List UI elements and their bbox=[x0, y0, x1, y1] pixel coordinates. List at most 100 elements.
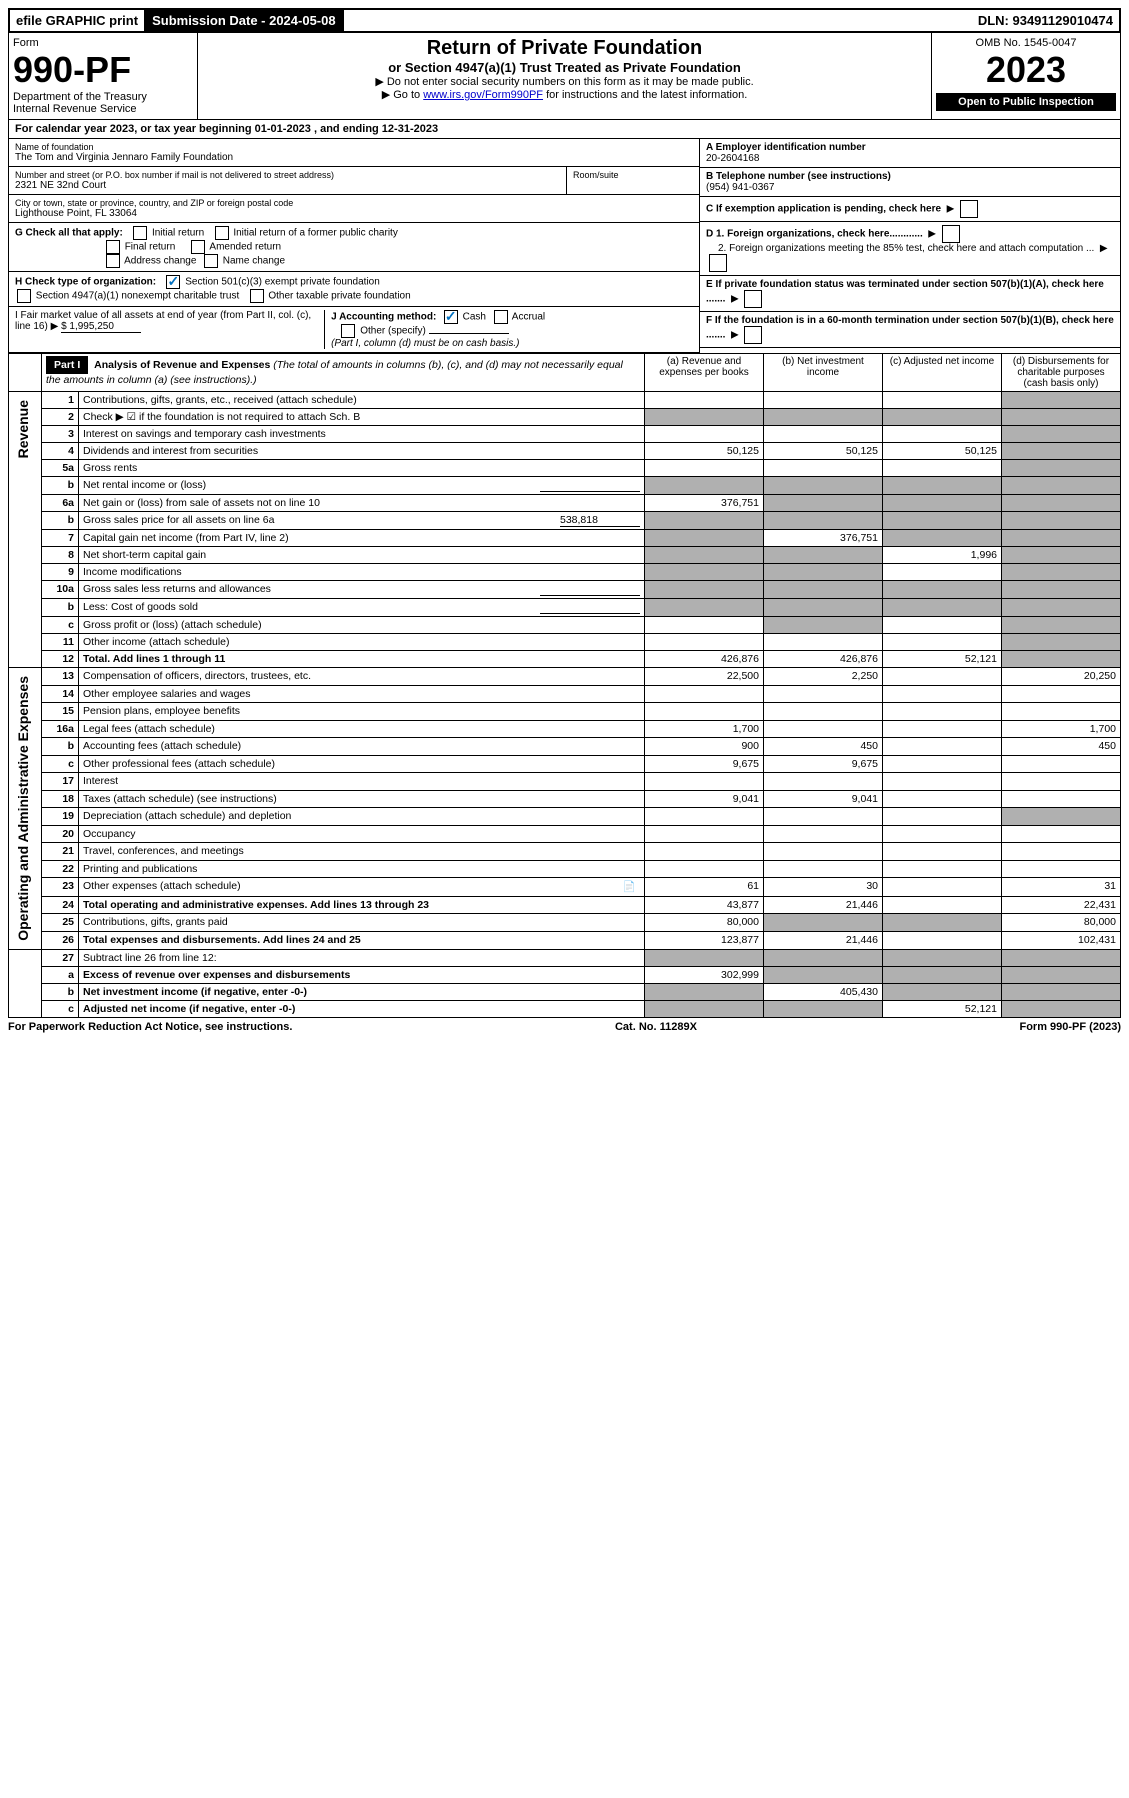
value-cell bbox=[645, 547, 764, 564]
value-cell bbox=[764, 773, 883, 791]
checkbox-final[interactable] bbox=[106, 240, 120, 254]
city-label: City or town, state or province, country… bbox=[15, 198, 693, 208]
checkbox-accrual[interactable] bbox=[494, 310, 508, 324]
table-row: cGross profit or (loss) (attach schedule… bbox=[9, 617, 1121, 634]
value-cell bbox=[645, 426, 764, 443]
value-cell bbox=[645, 860, 764, 878]
value-cell bbox=[645, 949, 764, 966]
value-cell bbox=[883, 949, 1002, 966]
value-cell bbox=[645, 530, 764, 547]
line-number: 26 bbox=[42, 932, 79, 950]
value-cell bbox=[1002, 460, 1121, 477]
value-cell bbox=[883, 460, 1002, 477]
line-desc: Other employee salaries and wages bbox=[79, 685, 645, 703]
line-number: 6a bbox=[42, 495, 79, 512]
value-cell bbox=[764, 512, 883, 530]
value-cell bbox=[764, 808, 883, 826]
line-desc: Legal fees (attach schedule) bbox=[79, 720, 645, 738]
checkbox-501c3[interactable] bbox=[166, 275, 180, 289]
value-cell bbox=[645, 703, 764, 721]
addr-label: Number and street (or P.O. box number if… bbox=[15, 170, 560, 180]
c-label: C If exemption application is pending, c… bbox=[706, 204, 941, 215]
value-cell: 50,125 bbox=[645, 443, 764, 460]
checkbox-address[interactable] bbox=[106, 254, 120, 268]
line-number: 20 bbox=[42, 825, 79, 843]
value-cell bbox=[764, 409, 883, 426]
checkbox-e[interactable] bbox=[744, 290, 762, 308]
value-cell bbox=[764, 599, 883, 617]
g-label: G Check all that apply: bbox=[15, 228, 123, 239]
col-a: (a) Revenue and expenses per books bbox=[645, 354, 764, 392]
value-cell bbox=[883, 966, 1002, 983]
value-cell: 2,250 bbox=[764, 668, 883, 686]
checkbox-initial-former[interactable] bbox=[215, 226, 229, 240]
value-cell bbox=[883, 773, 1002, 791]
value-cell bbox=[1002, 443, 1121, 460]
value-cell bbox=[883, 530, 1002, 547]
line-desc: Interest bbox=[79, 773, 645, 791]
checkbox-other-method[interactable] bbox=[341, 324, 355, 338]
checkbox-c[interactable] bbox=[960, 200, 978, 218]
value-cell bbox=[1002, 1000, 1121, 1017]
line-number: 3 bbox=[42, 426, 79, 443]
table-row: 2Check ▶ ☑ if the foundation is not requ… bbox=[9, 409, 1121, 426]
value-cell bbox=[883, 896, 1002, 914]
line-number: 7 bbox=[42, 530, 79, 547]
value-cell: 43,877 bbox=[645, 896, 764, 914]
table-row: 15Pension plans, employee benefits bbox=[9, 703, 1121, 721]
line-number: 8 bbox=[42, 547, 79, 564]
table-row: cOther professional fees (attach schedul… bbox=[9, 755, 1121, 773]
value-cell bbox=[883, 878, 1002, 897]
line-number: 1 bbox=[42, 392, 79, 409]
checkbox-4947[interactable] bbox=[17, 289, 31, 303]
value-cell bbox=[1002, 790, 1121, 808]
line-desc: Travel, conferences, and meetings bbox=[79, 843, 645, 861]
checkbox-f[interactable] bbox=[744, 326, 762, 344]
checkbox-d1[interactable] bbox=[942, 225, 960, 243]
value-cell bbox=[764, 914, 883, 932]
value-cell bbox=[883, 426, 1002, 443]
h-label: H Check type of organization: bbox=[15, 277, 156, 288]
line-number: b bbox=[42, 983, 79, 1000]
line-desc: Subtract line 26 from line 12: bbox=[79, 949, 645, 966]
checkbox-cash[interactable] bbox=[444, 310, 458, 324]
table-row: 10aGross sales less returns and allowanc… bbox=[9, 581, 1121, 599]
instr-1: ▶ Do not enter social security numbers o… bbox=[202, 75, 927, 88]
checkbox-name[interactable] bbox=[204, 254, 218, 268]
line-number: 13 bbox=[42, 668, 79, 686]
checkbox-d2[interactable] bbox=[709, 254, 727, 272]
line-number: b bbox=[42, 738, 79, 756]
side-label: Operating and Administrative Expenses bbox=[9, 668, 42, 950]
checkbox-amended[interactable] bbox=[191, 240, 205, 254]
instr-2: ▶ Go to www.irs.gov/Form990PF for instru… bbox=[202, 88, 927, 101]
value-cell bbox=[764, 703, 883, 721]
value-cell bbox=[883, 477, 1002, 495]
value-cell bbox=[764, 477, 883, 495]
dln: DLN: 93491129010474 bbox=[972, 10, 1119, 31]
value-cell: 123,877 bbox=[645, 932, 764, 950]
part1-label: Part I bbox=[46, 356, 88, 374]
table-row: cAdjusted net income (if negative, enter… bbox=[9, 1000, 1121, 1017]
line-desc: Total operating and administrative expen… bbox=[79, 896, 645, 914]
value-cell bbox=[883, 825, 1002, 843]
line-desc: Printing and publications bbox=[79, 860, 645, 878]
table-row: 17Interest bbox=[9, 773, 1121, 791]
col-d: (d) Disbursements for charitable purpose… bbox=[1002, 354, 1121, 392]
table-row: 7Capital gain net income (from Part IV, … bbox=[9, 530, 1121, 547]
line-desc: Net short-term capital gain bbox=[79, 547, 645, 564]
table-row: bNet investment income (if negative, ent… bbox=[9, 983, 1121, 1000]
table-row: 6aNet gain or (loss) from sale of assets… bbox=[9, 495, 1121, 512]
value-cell bbox=[764, 685, 883, 703]
table-row: bAccounting fees (attach schedule)900450… bbox=[9, 738, 1121, 756]
form-number: 990-PF bbox=[13, 49, 193, 91]
tax-year: 2023 bbox=[936, 49, 1116, 91]
value-cell bbox=[1002, 512, 1121, 530]
checkbox-initial[interactable] bbox=[133, 226, 147, 240]
checkbox-other-tax[interactable] bbox=[250, 289, 264, 303]
line-number: c bbox=[42, 1000, 79, 1017]
top-bar: efile GRAPHIC print Submission Date - 20… bbox=[8, 8, 1121, 33]
form-link[interactable]: www.irs.gov/Form990PF bbox=[423, 89, 543, 101]
value-cell bbox=[1002, 703, 1121, 721]
value-cell bbox=[1002, 685, 1121, 703]
value-cell bbox=[1002, 825, 1121, 843]
